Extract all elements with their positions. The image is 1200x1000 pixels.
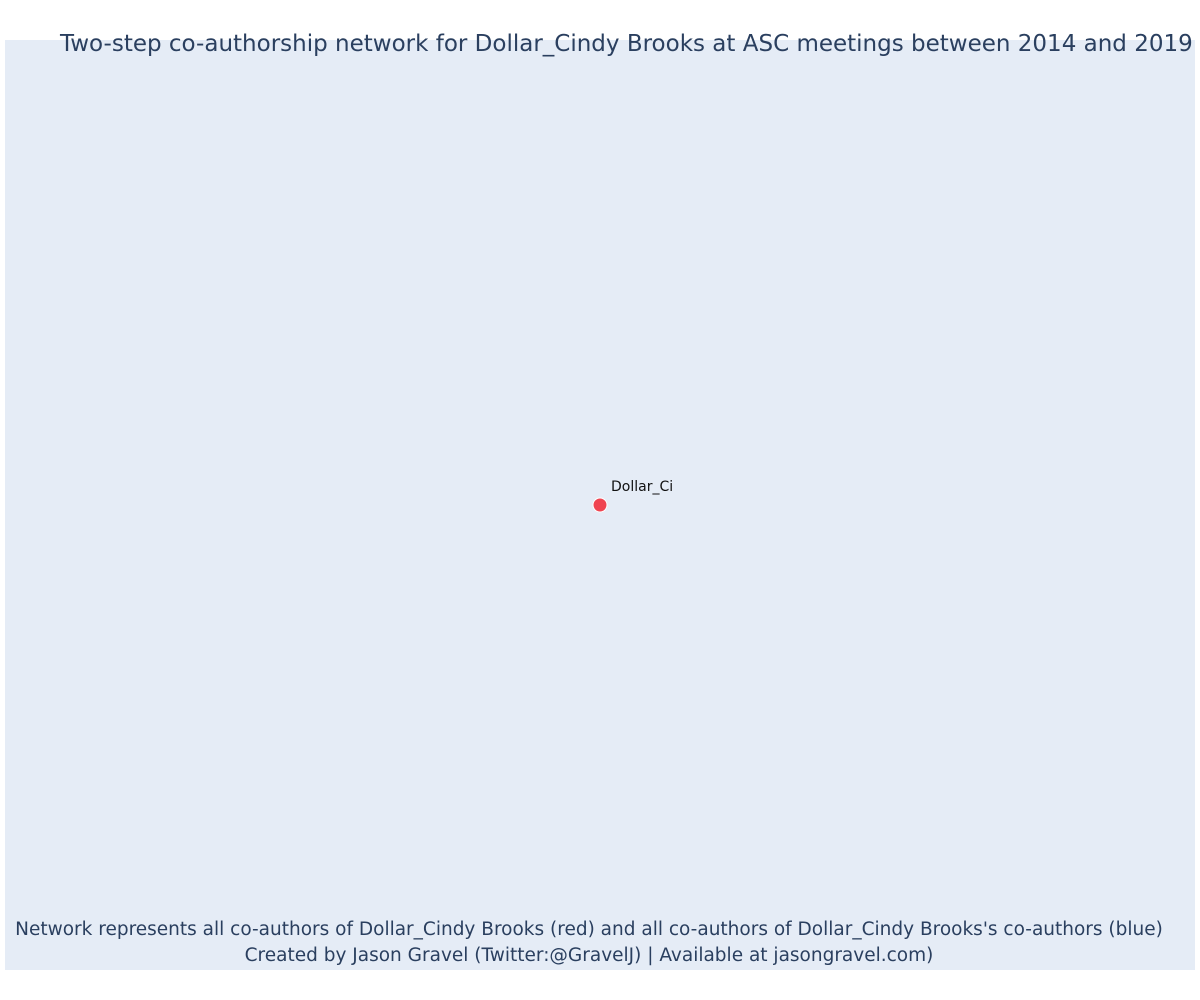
center-node[interactable] — [592, 497, 608, 513]
caption-line-1: Network represents all co-authors of Dol… — [15, 919, 1163, 940]
caption-line-2: Created by Jason Gravel (Twitter:@Gravel… — [244, 945, 934, 966]
nodes-layer: Dollar_Ci — [592, 479, 673, 513]
chart-title: Two-step co-authorship network for Dolla… — [60, 31, 1193, 57]
node-label: Dollar_Ci — [611, 479, 673, 495]
